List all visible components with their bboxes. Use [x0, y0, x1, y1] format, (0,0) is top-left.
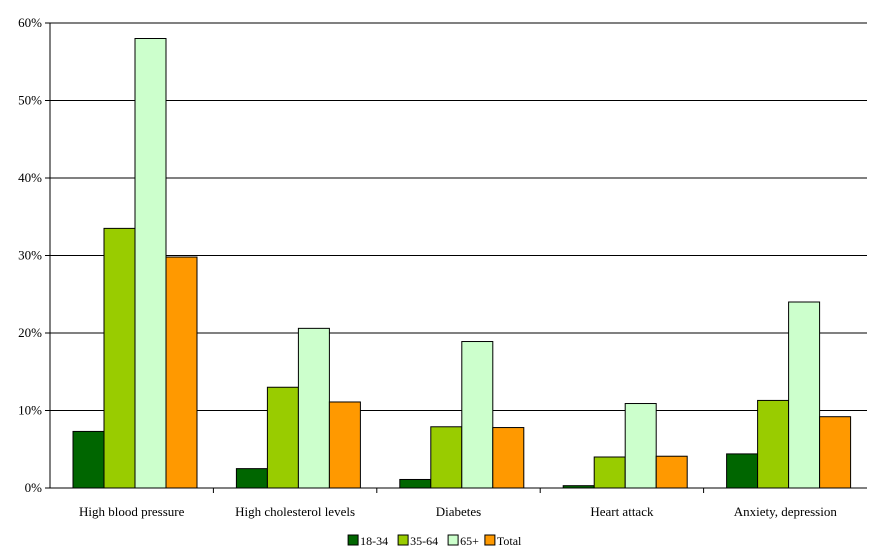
bar-18-34 — [72, 430, 105, 489]
legend-item: 18-34 — [347, 534, 388, 548]
y-tick-label: 60% — [18, 15, 42, 30]
legend-swatch — [347, 534, 359, 546]
legend-label: 35-64 — [410, 534, 438, 548]
bar-total — [328, 401, 361, 489]
x-category-label: Anxiety, depression — [734, 504, 838, 519]
legend-label: 18-34 — [360, 534, 388, 548]
y-tick-label: 50% — [18, 93, 42, 108]
bar-total — [165, 256, 198, 489]
y-tick-label: 20% — [18, 325, 42, 340]
bar-35-64 — [430, 426, 463, 489]
x-category-label: High blood pressure — [79, 504, 185, 519]
legend-swatch — [447, 534, 459, 546]
x-category-label: High cholesterol levels — [235, 504, 355, 519]
bar-35-64 — [103, 227, 136, 489]
legend-label: Total — [497, 534, 522, 548]
bar-65- — [461, 341, 494, 489]
bar-35-64 — [266, 386, 299, 489]
y-tick-label: 30% — [18, 248, 42, 263]
bar-total — [819, 416, 852, 489]
x-category-label: Diabetes — [436, 504, 481, 519]
bar-total — [492, 427, 525, 489]
bar-65- — [788, 301, 821, 489]
legend-item: Total — [484, 534, 522, 548]
bar-35-64 — [593, 456, 626, 489]
axes: 0% 10% 20% 30% 40% 50% 60% High blood pressure H… — [18, 15, 867, 519]
bar-35-64 — [757, 399, 790, 489]
legend-swatch — [397, 534, 409, 546]
bar-65- — [624, 403, 657, 489]
bar-65- — [134, 38, 167, 489]
legend-item: 65+ — [447, 534, 479, 548]
x-category-label: Heart attack — [590, 504, 654, 519]
legend: 18-34 35-64 65+ Total — [347, 534, 522, 548]
bar-18-34 — [235, 468, 268, 489]
legend-swatch — [484, 534, 496, 546]
bar-total — [655, 455, 688, 489]
bar-18-34 — [399, 478, 432, 489]
y-tick-label: 40% — [18, 170, 42, 185]
y-tick-label: 10% — [18, 403, 42, 418]
bar-18-34 — [726, 453, 759, 489]
legend-label: 65+ — [460, 534, 479, 548]
bar-65- — [297, 327, 330, 489]
legend-item: 35-64 — [397, 534, 438, 548]
bars — [72, 38, 852, 489]
y-tick-label: 0% — [25, 480, 43, 495]
